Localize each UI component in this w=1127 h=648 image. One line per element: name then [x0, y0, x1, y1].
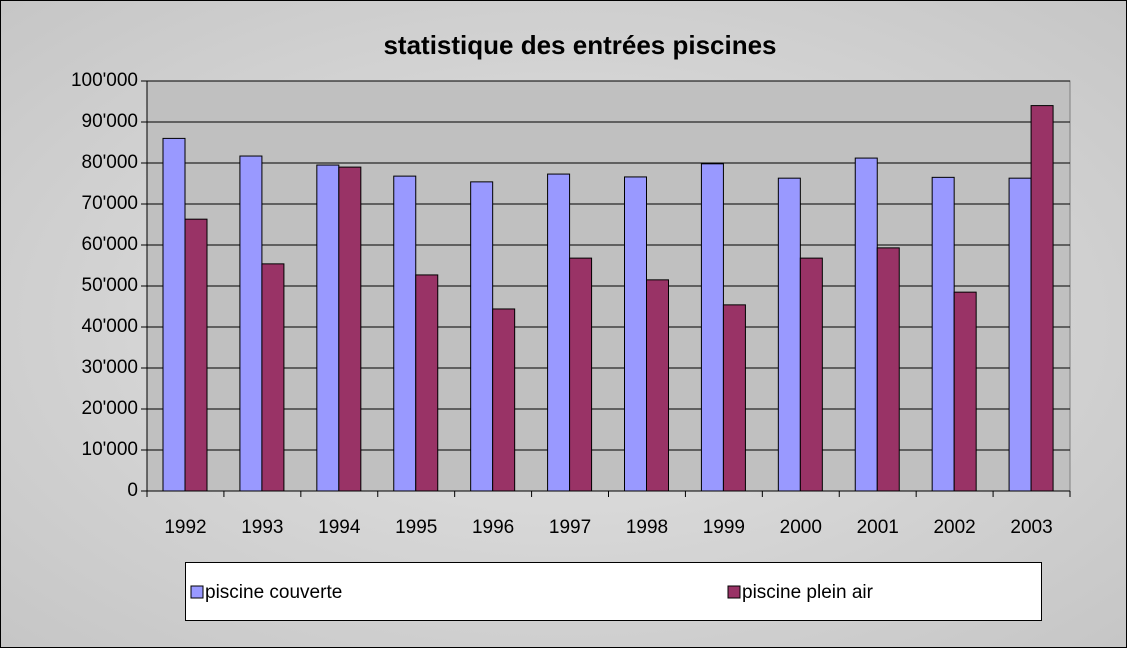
bar: [624, 176, 647, 492]
bar: [316, 164, 340, 492]
x-tick-label: 1993: [241, 517, 283, 538]
bar: [799, 257, 823, 492]
x-tick-label: 1996: [472, 517, 514, 538]
legend-label: piscine plein air: [742, 582, 874, 603]
y-tick-label: 80'000: [82, 152, 138, 173]
bar: [876, 247, 900, 492]
bar: [931, 176, 955, 492]
legend-box: [185, 562, 1042, 621]
bar: [415, 274, 439, 492]
x-tick-label: 1995: [395, 517, 437, 538]
legend-swatch: [190, 585, 204, 599]
bar: [162, 137, 186, 492]
x-tick-label: 2001: [857, 517, 899, 538]
x-tick-label: 1997: [549, 517, 591, 538]
bar: [338, 166, 362, 492]
y-tick-label: 60'000: [82, 234, 138, 255]
bar: [1008, 177, 1032, 492]
bar: [953, 291, 977, 492]
x-tick-label: 1992: [164, 517, 206, 538]
x-tick-label: 2000: [780, 517, 822, 538]
legend-swatch: [727, 585, 741, 599]
y-tick-label: 70'000: [82, 193, 138, 214]
chart-title: statistique des entrées piscines: [383, 30, 776, 60]
bar: [722, 304, 746, 492]
bar: [184, 218, 208, 492]
x-tick-label: 1994: [318, 517, 361, 538]
legend-label: piscine couverte: [205, 582, 342, 603]
bar: [1030, 105, 1054, 492]
bar: [239, 155, 263, 492]
y-tick-label: 40'000: [82, 316, 138, 337]
y-tick-label: 30'000: [82, 357, 138, 378]
bar: [646, 279, 669, 492]
x-tick-label: 2003: [1010, 517, 1052, 538]
bar: [569, 257, 593, 492]
bar: [261, 263, 285, 492]
x-tick-label: 2002: [933, 517, 975, 538]
y-tick-label: 100'000: [71, 70, 138, 91]
y-tick-label: 20'000: [82, 398, 138, 419]
bar: [492, 308, 516, 492]
bar: [777, 177, 801, 492]
bar: [393, 175, 417, 492]
y-tick-label: 50'000: [82, 275, 138, 296]
bar: [547, 173, 571, 492]
x-tick-label: 1998: [626, 517, 668, 538]
bar: [470, 181, 494, 492]
y-tick-label: 10'000: [82, 439, 138, 460]
bar: [854, 157, 878, 492]
x-tick-label: 1999: [703, 517, 745, 538]
y-tick-label: 0: [127, 480, 138, 501]
bar: [700, 163, 724, 492]
y-tick-label: 90'000: [82, 111, 138, 132]
